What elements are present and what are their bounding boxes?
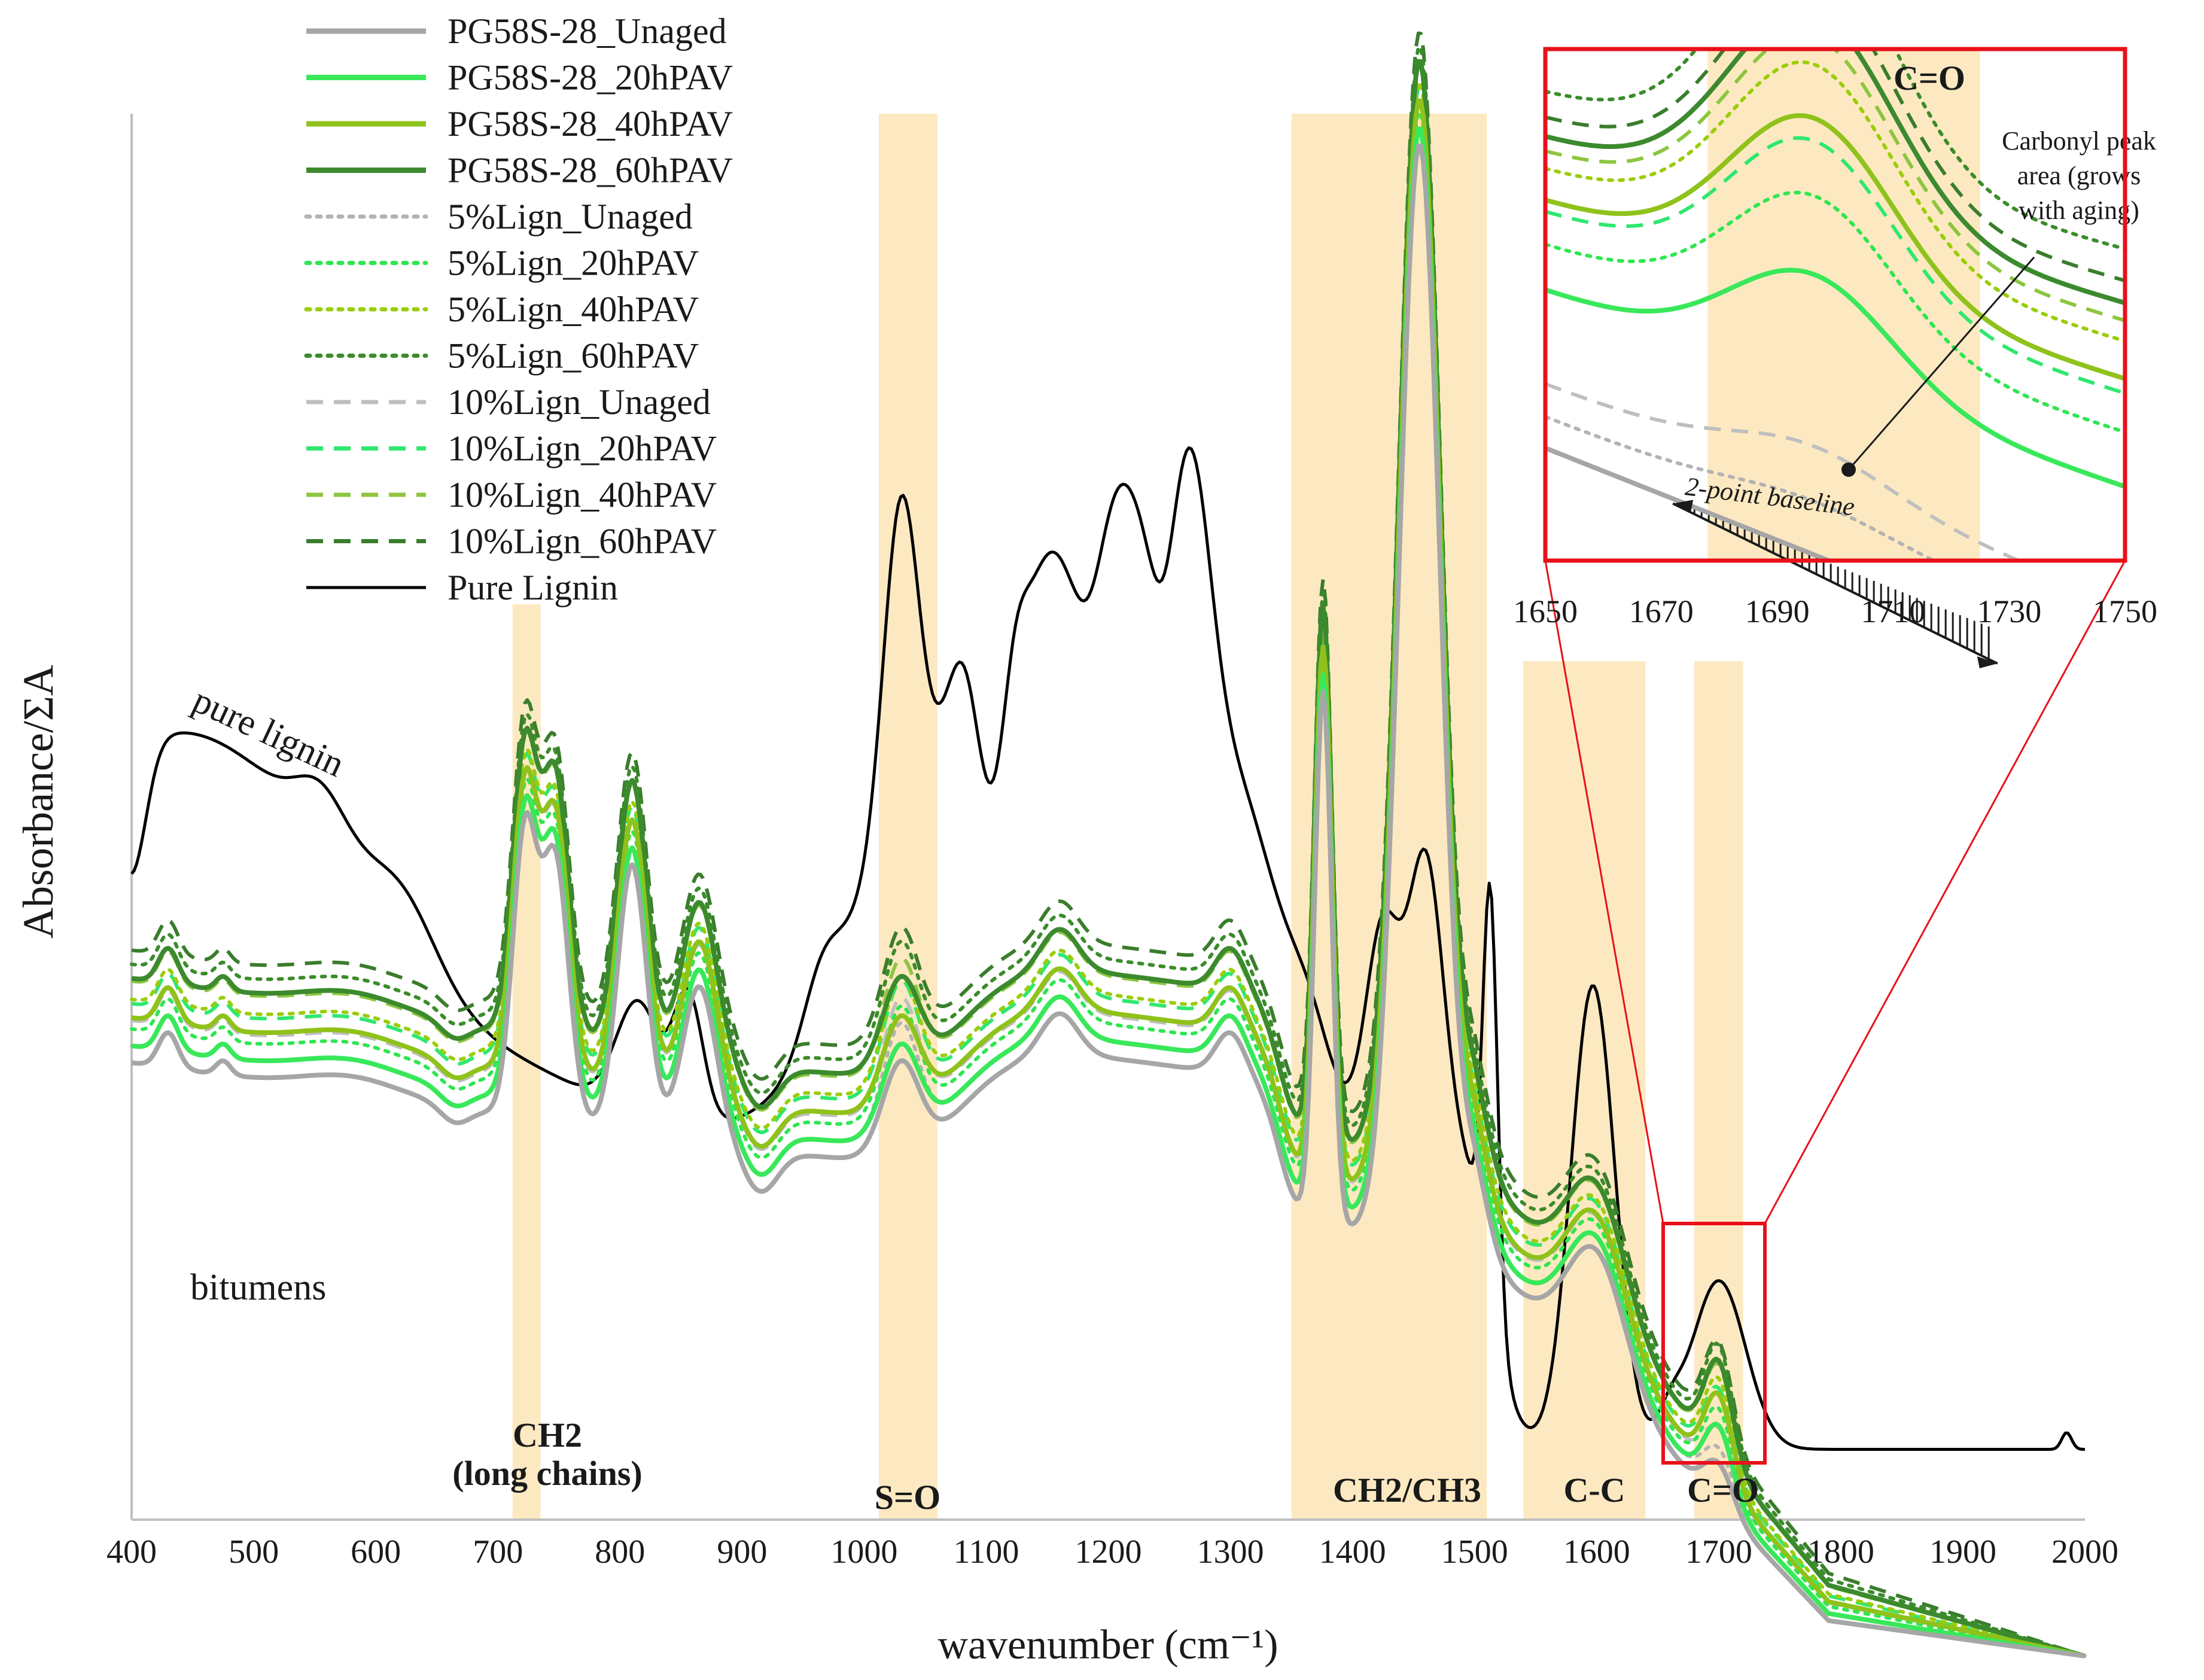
legend-label: 10%Lign_Unaged [448,382,711,422]
x-tick-label: 1700 [1685,1533,1752,1571]
annotation-pointer [1847,257,2035,470]
legend-label: 10%Lign_40hPAV [448,475,717,515]
carbonyl-annotation-line: with aging) [2019,196,2139,225]
legend-label: 5%Lign_20hPAV [448,244,699,283]
inset-series-line [1545,190,2125,434]
inset-tick-label: 1710 [1861,594,1925,629]
series-line [130,80,2087,1658]
x-tick-label: 1200 [1075,1533,1142,1571]
band-label: S=O [875,1478,940,1517]
legend-label: PG58S-28_20hPAV [448,58,733,98]
inset-series-line [1545,49,2125,282]
legend-label: 10%Lign_60hPAV [448,522,717,561]
zoom-connector-left [1544,560,1664,1224]
baseline-hatch [1679,504,1990,659]
baseline-arrowhead [1977,656,1998,669]
series-line [130,45,2087,1658]
inset-tick-label: 1730 [1977,594,2041,629]
inset-tick-label: 1650 [1513,594,1578,629]
inset-series-line [1545,49,2125,251]
legend-label: 5%Lign_60hPAV [448,336,699,376]
inset-series-line [1545,113,2125,381]
x-tick-label: 800 [595,1533,645,1571]
legend-label: PG58S-28_40hPAV [448,104,733,144]
inset-series-line [1545,60,2125,343]
bitumens-label: bitumens [190,1267,326,1308]
carbonyl-annotation-line: area (grows [2017,161,2141,190]
x-tick-label: 1100 [953,1533,1019,1571]
inset-series-line [1545,267,2125,489]
series-line [131,98,2086,1658]
baseline-arrow [1672,502,1998,665]
series-line [131,31,2086,1658]
legend: PG58S-28_Unaged PG58S-28_20hPAV PG58S-28_4… [263,0,838,607]
x-tick-label: 600 [351,1533,401,1571]
legend-label: PG58S-28_Unaged [448,11,727,51]
inset-series-line [1545,49,2125,306]
x-tick-label: 1400 [1319,1533,1386,1571]
inset-series-line [1545,136,2125,395]
x-tick-label: 500 [229,1533,279,1571]
x-tick-label: 1300 [1197,1533,1264,1571]
zoom-indicator [1544,560,2126,1465]
inset-tick-label: 1690 [1745,594,1810,629]
inset-carbonyl-label: C=O [1894,59,1965,98]
x-tick-label: 900 [717,1533,767,1571]
x-tick-label: 1500 [1441,1533,1508,1571]
inset-series-line [1545,415,1938,561]
inset-highlight [1707,49,1980,561]
x-tick-label: 1000 [830,1533,897,1571]
inset-tick-label: 1670 [1629,594,1694,629]
inset-tick-label: 1750 [2093,594,2157,629]
band-highlight [1523,661,1646,1520]
x-tick-label: 1900 [1929,1533,1996,1571]
inset-series-line [1545,446,1835,561]
y-axis-title: Absorbance/ΣA [14,665,62,939]
x-tick-labels: 400 500 600 700 800 900 1000 1100 1200 1300 1400 15… [106,1533,2118,1571]
series-line [131,59,2086,1658]
series-line [131,143,2086,1658]
series-line [131,126,2086,1658]
x-tick-label: 2000 [2051,1533,2118,1571]
band-label: C=O [1687,1471,1759,1509]
x-tick-label: 400 [106,1533,157,1571]
band-highlight [878,114,937,1520]
band-label: CH2/CH3 [1333,1471,1481,1509]
series-line [130,110,2087,1658]
band-label: C-C [1563,1471,1625,1509]
inset-frame [1543,47,2127,563]
legend-label: PG58S-28_60hPAV [448,151,733,190]
zoom-box [1661,1222,1767,1465]
baseline-arrowhead [1673,500,1694,512]
series-line [131,62,2086,1658]
legend-label: Pure Lignin [448,568,618,607]
annotation-dot [1841,462,1856,477]
legend-label: 10%Lign_20hPAV [448,429,717,468]
series-line [131,84,2086,1658]
band-labels: CH2(long chains) S=O CH2/CH3 C-C C=O [452,1416,1759,1517]
carbonyl-annotation-line: Carbonyl peak [2002,126,2156,156]
legend-box [263,0,838,604]
legend-label: 5%Lign_Unaged [448,197,693,236]
x-tick-label: 1600 [1563,1533,1630,1571]
spectra [130,31,2087,1658]
band-label: (long chains) [452,1454,642,1493]
legend-label: 5%Lign_40hPAV [448,290,699,329]
x-tick-label: 700 [473,1533,523,1571]
x-axis-title: wavenumber (cm⁻¹) [937,1622,1278,1668]
series-line [130,446,2086,1451]
zoom-connector-right [1764,560,2126,1224]
carbonyl-annotation: Carbonyl peak area (grows with aging) [2002,126,2156,225]
band-label: CH2 [513,1416,582,1454]
